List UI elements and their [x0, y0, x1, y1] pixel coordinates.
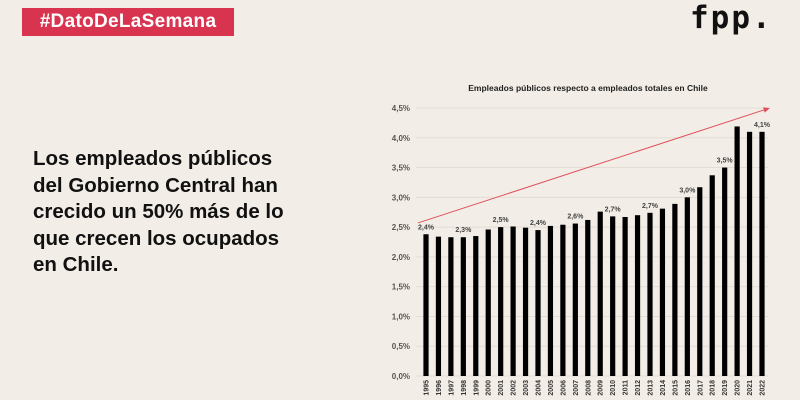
bar-2000	[485, 229, 491, 376]
headline-line: en Chile.	[33, 253, 119, 276]
trend-arrow-line	[417, 108, 767, 224]
x-tick-label: 2012	[635, 380, 642, 396]
data-label: 2,3%	[455, 227, 472, 234]
bar-2004	[535, 230, 541, 376]
x-tick-label: 2003	[523, 380, 530, 396]
x-tick-label: 2001	[498, 380, 505, 396]
bar-2006	[560, 224, 566, 376]
data-label: 3,0%	[679, 187, 696, 194]
chart-title: Empleados públicos respecto a empleados …	[468, 83, 708, 93]
bar-2017	[697, 187, 703, 376]
bar-2022	[759, 131, 765, 376]
data-label: 2,4%	[418, 224, 435, 231]
headline-line: que crecen los ocupados	[33, 226, 280, 250]
y-tick-label: 0,5%	[392, 342, 410, 351]
y-tick-label: 1,0%	[392, 312, 410, 321]
x-tick-label: 1997	[448, 380, 455, 396]
x-tick-label: 2007	[573, 380, 580, 396]
bar-2003	[522, 227, 529, 376]
hashtag-badge: #DatoDeLaSemana	[22, 8, 234, 36]
data-label: 2,6%	[567, 214, 584, 221]
bar-2016	[684, 197, 690, 376]
y-tick-label: 4,0%	[392, 134, 410, 143]
bar-1995	[423, 234, 429, 376]
fpp-logo: fpp.	[690, 0, 773, 36]
bar-2001	[498, 227, 504, 376]
bar-2008	[585, 219, 591, 376]
x-tick-label: 2000	[486, 380, 493, 396]
bar-2013	[647, 212, 653, 376]
x-tick-label: 2019	[722, 380, 729, 396]
y-tick-label: 3,0%	[392, 193, 410, 202]
bar-2007	[572, 223, 578, 376]
bar-2002	[510, 226, 516, 376]
trend-arrow-head	[763, 107, 770, 113]
bar-chart: Empleados públicos respecto a empleados …	[392, 83, 771, 396]
data-label: 4,1%	[754, 122, 771, 129]
x-tick-label: 2015	[672, 380, 679, 396]
x-tick-label: 2017	[697, 380, 704, 396]
x-tick-label: 2002	[511, 380, 518, 396]
data-label: 2,7%	[605, 206, 622, 213]
bar-1996	[435, 236, 442, 376]
y-tick-label: 2,0%	[392, 253, 410, 262]
x-tick-label: 2008	[585, 380, 592, 396]
headline: Los empleados públicos del Gobierno Centr…	[33, 146, 284, 279]
bar-2005	[547, 225, 554, 376]
bar-1999	[473, 236, 479, 376]
data-label: 2,7%	[642, 203, 659, 210]
x-tick-label: 2014	[660, 380, 667, 396]
x-tick-label: 1999	[473, 380, 480, 396]
x-tick-label: 2006	[560, 380, 567, 396]
bar-2019	[722, 167, 728, 376]
data-label: 2,5%	[493, 217, 510, 224]
bar-1997	[448, 237, 454, 376]
y-tick-label: 4,5%	[392, 104, 410, 113]
bar-2021	[746, 131, 753, 376]
x-tick-label: 2005	[548, 380, 555, 396]
x-tick-label: 1996	[436, 380, 443, 396]
x-tick-label: 2010	[610, 380, 617, 396]
bar-2011	[622, 216, 628, 376]
x-tick-label: 2021	[747, 380, 754, 396]
x-tick-label: 2009	[598, 380, 605, 396]
bar-2010	[610, 216, 616, 376]
x-tick-label: 2004	[536, 380, 543, 396]
x-tick-label: 2022	[760, 380, 767, 396]
bar-2020	[734, 126, 740, 376]
headline-line: del Gobierno Central han	[33, 173, 278, 197]
headline-line: Los empleados públicos	[33, 147, 273, 170]
x-tick-label: 2013	[648, 380, 655, 396]
bar-2009	[597, 211, 603, 376]
y-tick-label: 2,5%	[392, 223, 410, 232]
y-tick-label: 0,0%	[392, 372, 410, 381]
x-tick-label: 2011	[623, 380, 630, 395]
data-label: 3,5%	[717, 158, 734, 165]
x-tick-label: 1998	[461, 380, 468, 396]
x-tick-label: 2020	[735, 380, 742, 396]
bar-2012	[634, 215, 641, 376]
x-tick-label: 1995	[424, 380, 431, 396]
bar-1998	[460, 237, 466, 376]
headline-line: crecido un 50% más de lo	[33, 200, 284, 223]
bar-2015	[672, 203, 678, 376]
x-tick-label: 2016	[685, 380, 692, 396]
x-tick-label: 2018	[710, 380, 717, 396]
bar-2014	[659, 208, 666, 376]
bar-2018	[709, 175, 715, 376]
y-tick-label: 1,5%	[392, 283, 410, 292]
data-label: 2,4%	[530, 220, 547, 227]
y-tick-label: 3,5%	[392, 164, 410, 173]
